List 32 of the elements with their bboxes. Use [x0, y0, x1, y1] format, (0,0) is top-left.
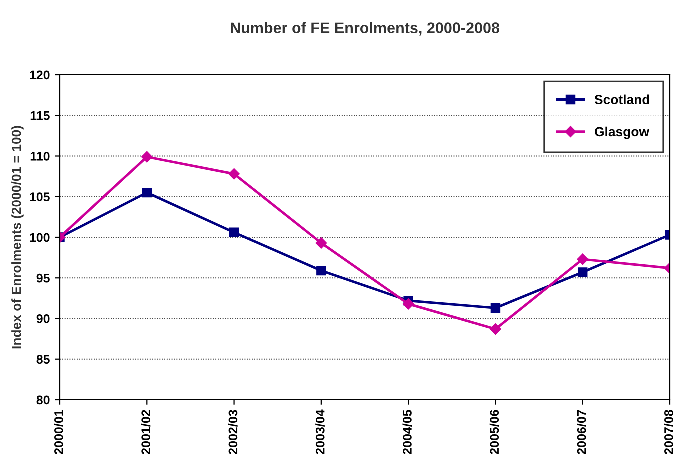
y-tick-label: 115	[30, 112, 50, 120]
y-tick-label: 110	[30, 152, 50, 161]
x-tick-label: 2004/05	[402, 410, 412, 454]
point	[229, 228, 240, 238]
y-axis-title: Index of Enrolments (2000/01 = 100)	[12, 126, 24, 349]
y-tick-label: 80	[36, 396, 50, 405]
y-tick-label: 95	[36, 274, 50, 283]
x-tick-label: 2003/04	[316, 410, 325, 454]
chart-title: Number of FE Enrolments, 2000-2008	[231, 22, 500, 36]
x-tick-label: 2002/03	[228, 410, 238, 454]
y-tick-label: 100	[30, 233, 50, 242]
point	[578, 268, 588, 278]
point	[402, 298, 414, 310]
point	[228, 168, 240, 180]
y-tick-label: 90	[36, 314, 50, 324]
y-tick-label: 120	[30, 70, 50, 80]
point	[316, 266, 326, 276]
x-tick-label: 2007/08	[664, 410, 674, 454]
legend-label: Scotland	[594, 94, 650, 104]
point	[142, 188, 152, 198]
y-tick-label: 85	[36, 355, 50, 364]
x-tick-label: 2005/06	[490, 410, 500, 454]
point	[490, 303, 501, 314]
legend-label: Glasgow	[595, 126, 650, 140]
x-tick-label: 2000/01	[54, 410, 64, 454]
point	[490, 324, 502, 335]
point	[316, 238, 328, 249]
point	[142, 151, 153, 163]
x-tick-label: 2006/07	[577, 410, 586, 454]
point	[577, 254, 588, 266]
x-tick-label: 2001/02	[141, 410, 151, 454]
y-tick-label: 105	[30, 192, 50, 202]
